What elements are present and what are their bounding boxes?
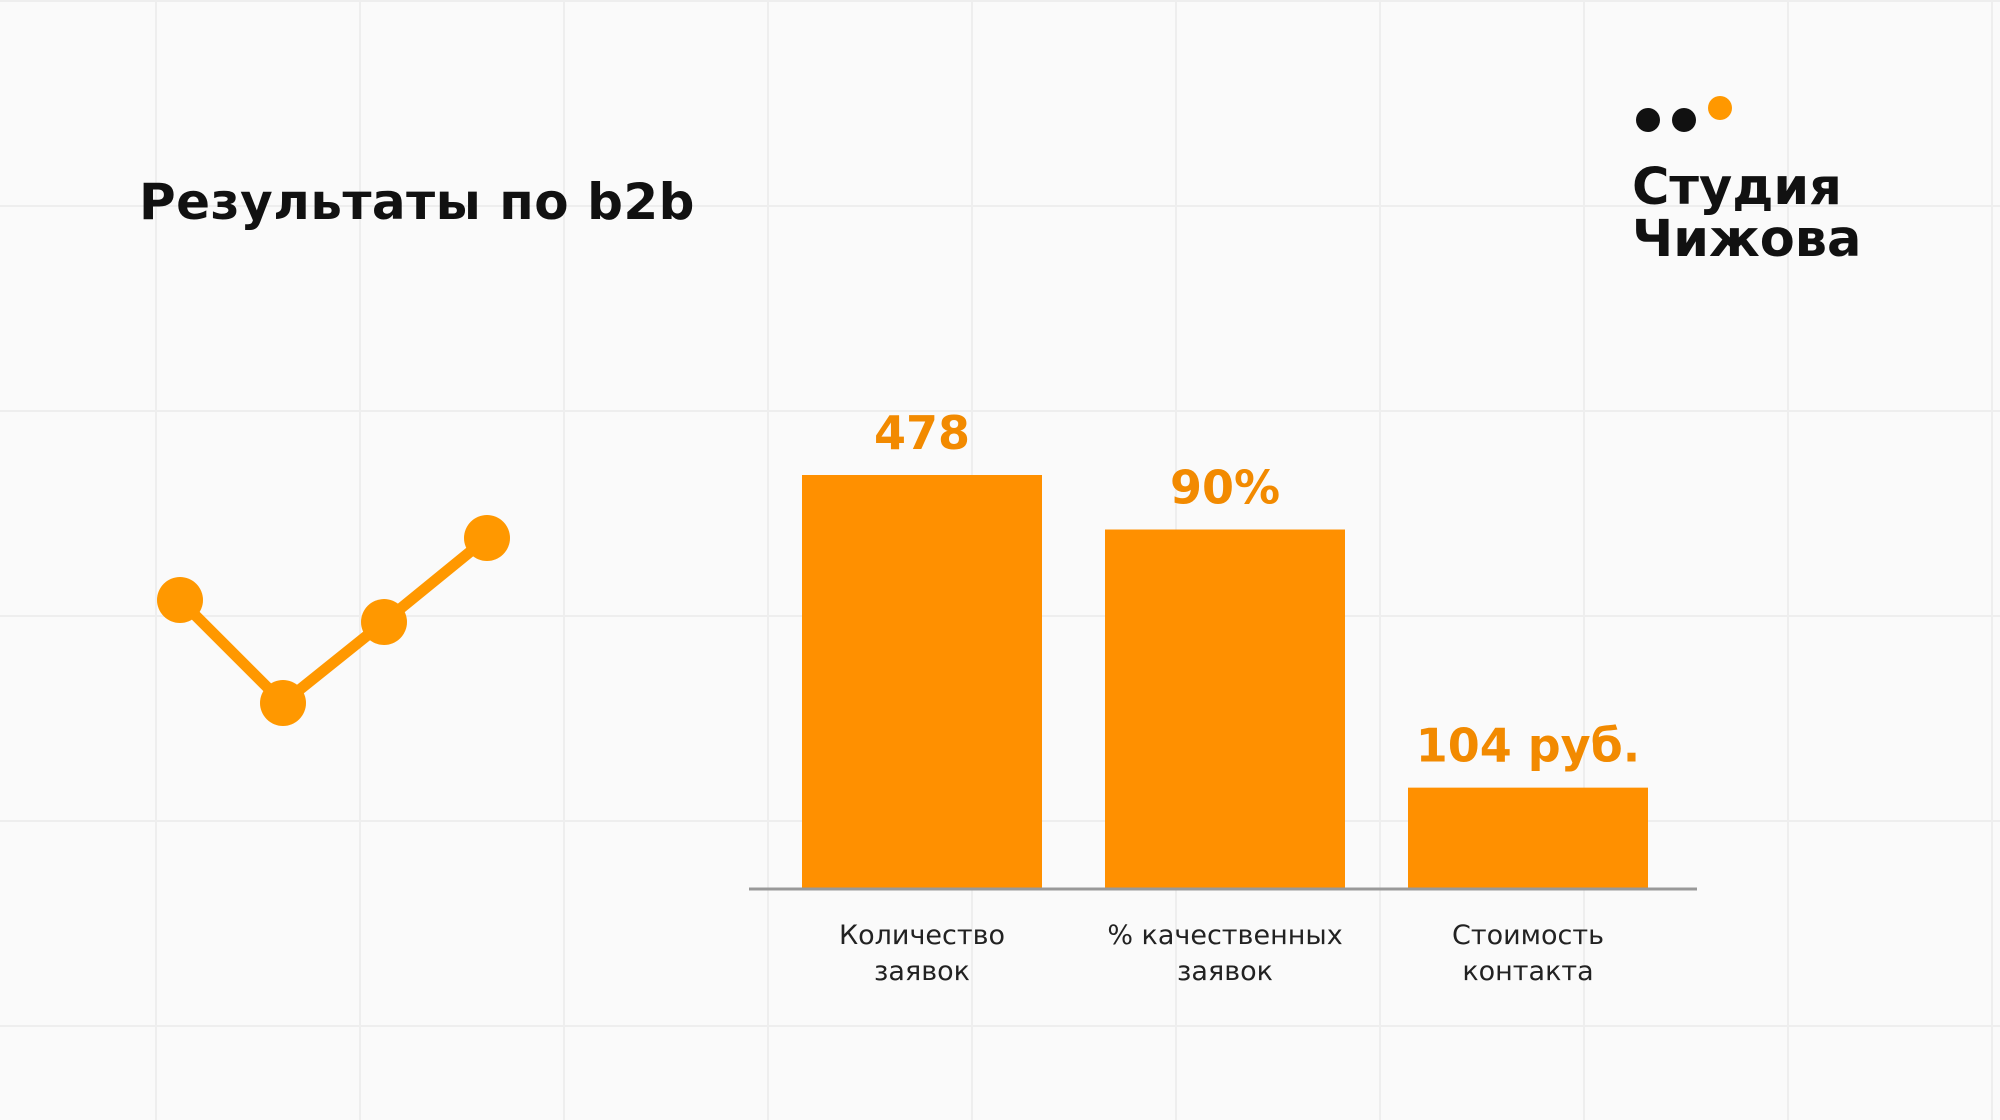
bar xyxy=(802,475,1042,888)
data-label: 90% xyxy=(1170,461,1280,515)
logo-wordmark: Студия Чижова xyxy=(1632,162,1861,266)
bar xyxy=(1408,787,1648,888)
trend-point xyxy=(157,577,203,623)
tick-label: контакта xyxy=(1462,956,1593,987)
logo-line-1: Студия xyxy=(1632,158,1842,217)
trend-point xyxy=(464,515,510,561)
logo-dot-accent-icon xyxy=(1708,96,1732,120)
tick-label: заявок xyxy=(1177,956,1273,987)
tick-label: заявок xyxy=(874,956,970,987)
trend-point xyxy=(361,599,407,645)
logo-dot-icon xyxy=(1672,108,1696,132)
tick-label: Количество xyxy=(839,920,1005,951)
logo-dot-icon xyxy=(1636,108,1660,132)
trend-line xyxy=(174,532,493,709)
data-label: 478 xyxy=(874,406,970,460)
tick-label: % качественных xyxy=(1107,920,1342,951)
bar xyxy=(1105,529,1345,888)
logo-line-2: Чижова xyxy=(1632,210,1862,269)
line-trend-icon xyxy=(157,515,510,726)
data-label: 104 руб. xyxy=(1416,719,1641,773)
studio-logo: Студия Чижова xyxy=(1630,96,1870,276)
slide-title: Результаты по b2b xyxy=(139,173,695,231)
tick-label: Стоимость xyxy=(1452,920,1604,951)
trend-point xyxy=(260,680,306,726)
